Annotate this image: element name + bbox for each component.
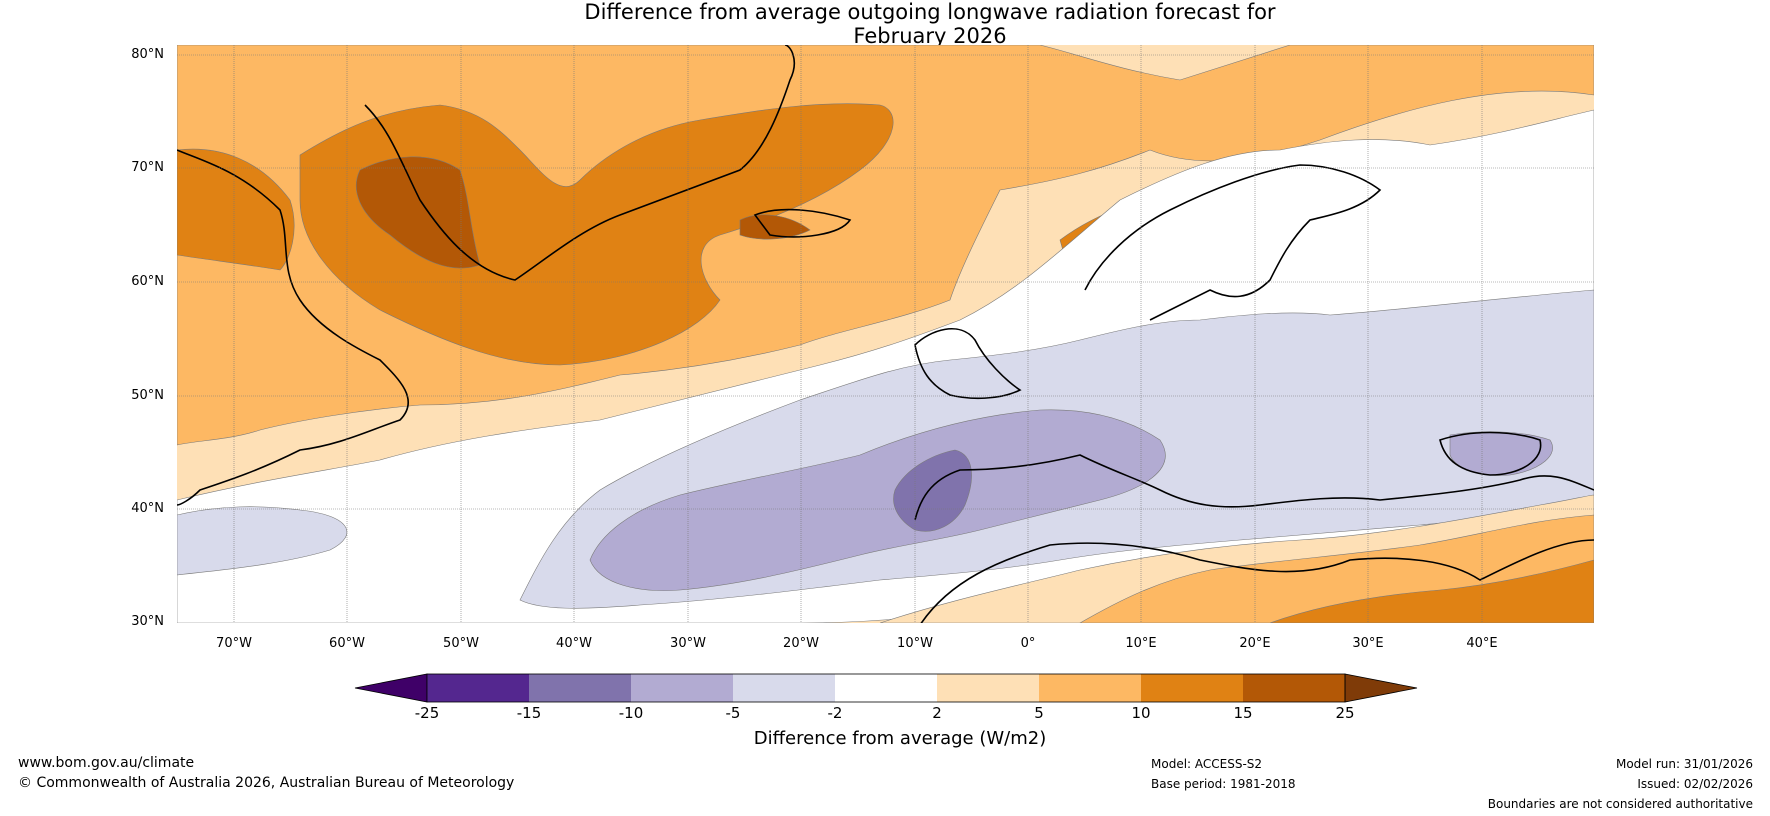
colorbar-segment [835, 674, 937, 702]
anomaly-region-labrador [177, 148, 295, 271]
lon-label: 20°E [1239, 636, 1271, 651]
lon-label: 40°E [1466, 636, 1498, 651]
anomaly-region-north-africa-strong [1269, 559, 1594, 623]
colorbar-label: Difference from average (W/m2) [753, 728, 1047, 749]
coastline-scandinavia [1084, 164, 1382, 321]
colorbar-segment [1141, 674, 1243, 702]
coastline-iceland [753, 208, 852, 238]
colorbar-extend-low [354, 673, 428, 703]
colorbar-tick: -15 [516, 704, 542, 722]
lon-label: 10°E [1125, 636, 1157, 651]
coastlines [177, 45, 1594, 623]
coastline-british-isles [914, 328, 1022, 400]
lon-label: 60°W [329, 636, 365, 651]
footer-disclaimer: Boundaries are not considered authoritat… [1487, 797, 1753, 811]
lon-label: 0° [1020, 636, 1036, 651]
anomaly-field [177, 45, 1594, 623]
lon-label: 40°W [556, 636, 592, 651]
colorbar-tick: -10 [618, 704, 644, 722]
footer-issued: Issued: 02/02/2026 [1637, 777, 1753, 791]
anomaly-region-iceland-core [739, 214, 811, 240]
colorbar-segment [733, 674, 835, 702]
colorbar-tick: -2 [827, 704, 843, 722]
anomaly-region-moderate-negative [589, 409, 1166, 591]
colorbar-segment [427, 674, 529, 702]
colorbar-tick: 2 [932, 704, 942, 722]
colorbar-segment [937, 674, 1039, 702]
footer-copyright: © Commonwealth of Australia 2026, Austra… [18, 775, 515, 791]
coastline-greenland [364, 45, 795, 281]
colorbar-tick: 10 [1131, 704, 1151, 722]
colorbar-tick: 25 [1335, 704, 1355, 722]
colorbar-segment [631, 674, 733, 702]
footer-model-run: Model run: 31/01/2026 [1615, 757, 1753, 771]
title-line-2: February 2026 [853, 24, 1007, 48]
lon-label: 70°W [216, 636, 252, 651]
lat-label: 80°N [131, 47, 164, 62]
coastline-europe-south [914, 454, 1594, 521]
colorbar [354, 673, 1418, 703]
coastline-north-america [177, 149, 410, 506]
footer-base-period: Base period: 1981-2018 [1151, 777, 1296, 791]
colorbar-tick: -5 [725, 704, 741, 722]
colorbar-segment [1243, 674, 1345, 702]
lat-label: 30°N [131, 614, 164, 629]
anomaly-region-iberia [893, 449, 972, 532]
lon-label: 20°W [783, 636, 819, 651]
colorbar-frame [426, 673, 1346, 703]
colorbar-extend-high [1344, 673, 1418, 703]
coastline-north-africa [920, 539, 1594, 623]
lon-label: 30°E [1352, 636, 1384, 651]
title-line-1: Difference from average outgoing longwav… [584, 0, 1276, 24]
lat-label: 60°N [131, 274, 164, 289]
lat-label: 50°N [131, 388, 164, 403]
lon-label: 30°W [670, 636, 706, 651]
coastline-black-sea [1439, 431, 1542, 476]
lon-label: 10°W [897, 636, 933, 651]
anomaly-region-light-negative-west [177, 506, 348, 576]
lon-label: 50°W [443, 636, 479, 651]
chart-title: Difference from average outgoing longwav… [0, 0, 1770, 48]
graticule [177, 45, 1594, 623]
colorbar-tick: 5 [1034, 704, 1044, 722]
colorbar-tick: 15 [1233, 704, 1253, 722]
lat-label: 40°N [131, 501, 164, 516]
footer-website[interactable]: www.bom.gov.au/climate [18, 755, 195, 771]
colorbar-tick: -25 [414, 704, 440, 722]
colorbar-segment [1039, 674, 1141, 702]
colorbar-segment [529, 674, 631, 702]
lat-label: 70°N [131, 160, 164, 175]
footer-model: Model: ACCESS-S2 [1151, 757, 1263, 771]
